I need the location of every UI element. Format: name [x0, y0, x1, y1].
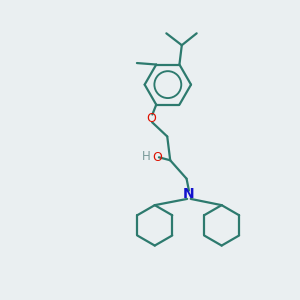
- Text: N: N: [183, 187, 195, 201]
- Text: O: O: [152, 151, 162, 164]
- Text: O: O: [146, 112, 156, 124]
- Text: H: H: [142, 150, 150, 163]
